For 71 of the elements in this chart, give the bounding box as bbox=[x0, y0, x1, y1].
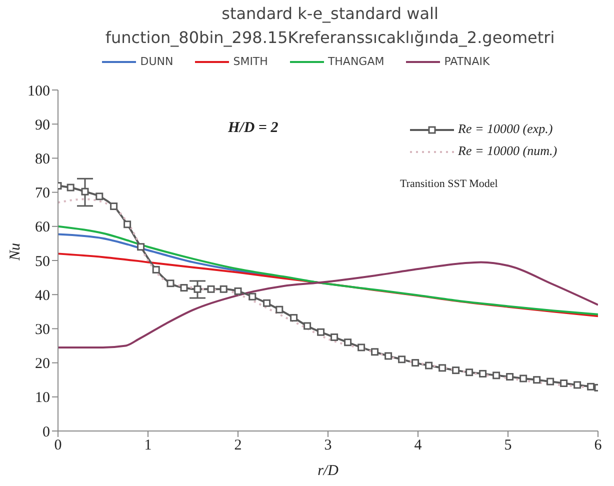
point bbox=[384, 352, 392, 360]
point bbox=[412, 359, 420, 367]
legend-label: DUNN bbox=[139, 55, 174, 68]
y-tick-label: 100 bbox=[28, 83, 50, 100]
point bbox=[248, 292, 256, 300]
point bbox=[234, 287, 242, 295]
point bbox=[207, 285, 215, 293]
point bbox=[425, 362, 433, 370]
y-tick-label: 80 bbox=[35, 152, 50, 168]
point bbox=[398, 356, 406, 364]
point bbox=[220, 285, 228, 293]
x-tick-label: 1 bbox=[144, 438, 152, 454]
x-tick-label: 6 bbox=[594, 438, 602, 454]
legend-label: Re = 10000 (num.) bbox=[457, 142, 558, 160]
x-tick-label: 5 bbox=[504, 438, 512, 454]
point bbox=[520, 374, 528, 382]
point bbox=[371, 348, 379, 356]
point bbox=[96, 192, 104, 200]
point bbox=[110, 202, 118, 210]
line-series bbox=[58, 252, 598, 318]
legend-label: SMITH bbox=[232, 55, 268, 68]
point bbox=[560, 380, 568, 388]
y-tick-label: 70 bbox=[35, 186, 50, 202]
point bbox=[506, 373, 514, 381]
point bbox=[276, 306, 284, 314]
y-tick-label: 20 bbox=[35, 356, 50, 372]
legend-label: Re = 10000 (exp.) bbox=[457, 120, 554, 138]
line-series bbox=[58, 225, 598, 316]
point bbox=[587, 382, 595, 390]
point bbox=[438, 364, 446, 372]
point bbox=[137, 243, 145, 251]
point bbox=[492, 372, 500, 380]
point bbox=[546, 378, 554, 386]
point bbox=[344, 338, 352, 346]
point bbox=[479, 370, 487, 378]
y-tick-label: 30 bbox=[35, 322, 50, 338]
legend-label: PATNAIK bbox=[443, 55, 490, 68]
annotation: H/D = 2 bbox=[228, 120, 278, 137]
point bbox=[304, 322, 312, 330]
point bbox=[533, 376, 541, 384]
y-tick-label: 60 bbox=[35, 220, 50, 236]
point bbox=[81, 188, 89, 196]
point bbox=[124, 220, 132, 228]
point bbox=[574, 381, 582, 389]
y-tick-label: 50 bbox=[35, 254, 50, 270]
point bbox=[180, 284, 188, 292]
point bbox=[194, 285, 202, 293]
y-tick-label: 40 bbox=[35, 288, 50, 304]
point bbox=[290, 314, 298, 322]
point bbox=[358, 344, 366, 352]
legend-label: THANGAM bbox=[326, 55, 384, 68]
x-tick-label: 0 bbox=[54, 438, 62, 454]
annotation: Transition SST Model bbox=[400, 178, 498, 190]
line-series bbox=[58, 261, 598, 348]
x-axis-title: r/D bbox=[318, 463, 339, 479]
x-tick-label: 3 bbox=[324, 438, 332, 454]
point bbox=[263, 299, 271, 307]
y-tick-label: 90 bbox=[35, 117, 50, 134]
point bbox=[452, 366, 460, 374]
point bbox=[466, 368, 474, 376]
point bbox=[66, 184, 74, 192]
x-tick-label: 2 bbox=[234, 438, 242, 454]
point bbox=[330, 333, 338, 341]
x-tick-label: 4 bbox=[414, 438, 422, 454]
point bbox=[317, 328, 325, 336]
point bbox=[166, 280, 174, 288]
y-axis-title: Nu bbox=[7, 242, 24, 262]
y-tick-label: 10 bbox=[35, 390, 50, 406]
point bbox=[152, 266, 160, 274]
y-tick-label: 0 bbox=[42, 424, 50, 440]
chart-title: standard k-e_standard wall function_80bin_298.15Kreferanssıcaklığında_2.geometri bbox=[104, 3, 556, 49]
